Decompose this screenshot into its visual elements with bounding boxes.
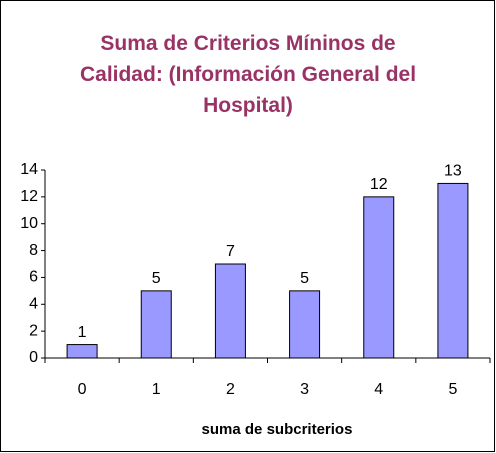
data-label: 7 xyxy=(226,243,235,260)
y-tick-label: 2 xyxy=(29,322,38,339)
data-label: 13 xyxy=(444,163,462,180)
y-tick-label: 10 xyxy=(20,215,38,232)
y-tick-label: 6 xyxy=(29,269,38,286)
data-label: 12 xyxy=(370,176,388,193)
y-tick-label: 4 xyxy=(29,296,38,313)
x-tick-label: 5 xyxy=(448,381,457,398)
x-tick-label: 4 xyxy=(374,381,383,398)
data-label: 5 xyxy=(152,270,161,287)
y-tick-label: 8 xyxy=(29,242,38,259)
bar xyxy=(66,344,98,359)
y-tick-label: 14 xyxy=(20,161,38,178)
x-axis-label: suma de subcriterios xyxy=(202,421,353,438)
data-label: 5 xyxy=(300,270,309,287)
bar xyxy=(214,263,246,359)
bar xyxy=(363,196,395,359)
data-label: 1 xyxy=(78,324,87,341)
x-tick-label: 1 xyxy=(152,381,161,398)
chart-title: Suma de Criterios Míninos de Calidad: (I… xyxy=(79,32,417,117)
bar xyxy=(437,182,469,359)
x-tick-label: 2 xyxy=(226,381,235,398)
bar xyxy=(140,290,172,359)
x-tick-label: 0 xyxy=(78,381,87,398)
y-tick-label: 0 xyxy=(29,349,38,366)
bar xyxy=(289,290,321,359)
y-tick-label: 12 xyxy=(20,188,38,205)
x-tick-label: 3 xyxy=(300,381,309,398)
